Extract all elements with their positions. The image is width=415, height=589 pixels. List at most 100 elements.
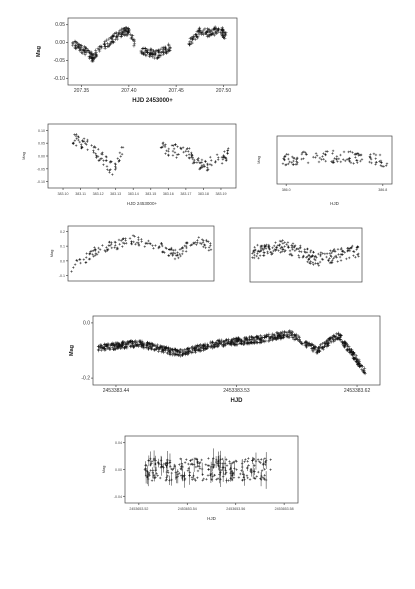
data-point <box>181 146 185 149</box>
data-point <box>329 260 333 264</box>
data-point <box>320 342 324 346</box>
data-point <box>219 340 224 344</box>
data-point <box>342 344 346 348</box>
data-point <box>130 37 134 41</box>
data-point <box>290 244 293 247</box>
data-point <box>134 242 137 246</box>
data-point <box>146 347 150 351</box>
data-point <box>80 146 83 150</box>
data-point <box>182 150 185 154</box>
data-point <box>113 162 117 165</box>
data-point <box>119 239 123 242</box>
data-point <box>165 247 168 250</box>
data-point <box>157 347 161 351</box>
data-point <box>234 340 238 344</box>
data-point <box>170 471 173 475</box>
data-point <box>318 156 322 160</box>
data-point <box>206 344 210 349</box>
data-point <box>305 251 309 254</box>
data-point <box>334 254 338 258</box>
data-point <box>97 148 100 151</box>
data-point <box>253 464 256 467</box>
data-point <box>340 340 345 344</box>
data-point <box>209 248 213 251</box>
data-point <box>244 458 247 461</box>
data-point <box>247 457 250 460</box>
data-point <box>186 469 190 472</box>
data-point <box>186 348 190 352</box>
data-point <box>122 30 126 34</box>
data-point <box>318 344 322 348</box>
data-point <box>230 478 234 482</box>
data-point <box>236 337 241 341</box>
data-point <box>94 146 97 149</box>
data-point <box>167 254 171 258</box>
data-point <box>214 159 217 163</box>
data-point <box>88 54 92 58</box>
data-point <box>263 246 266 250</box>
data-point <box>369 153 372 156</box>
data-point <box>119 345 123 349</box>
data-point <box>152 457 156 461</box>
data-point <box>131 345 135 349</box>
data-point <box>220 156 224 159</box>
data-point <box>330 337 335 341</box>
x-axis-label: HJD <box>230 398 243 404</box>
data-point <box>103 342 107 347</box>
data-point <box>214 161 217 164</box>
data-point <box>224 338 228 342</box>
data-point <box>143 47 148 51</box>
data-point <box>318 260 322 264</box>
data-point <box>374 161 378 164</box>
data-point <box>110 342 114 346</box>
data-point <box>187 42 192 47</box>
data-point <box>97 47 101 51</box>
data-point <box>379 159 383 163</box>
x-tick-label: 386.0 <box>282 188 291 192</box>
data-point <box>164 143 167 146</box>
data-point <box>293 249 297 253</box>
data-point <box>279 246 282 250</box>
data-point <box>257 249 260 253</box>
data-point <box>108 240 111 244</box>
data-point <box>176 251 179 254</box>
data-point <box>303 340 308 344</box>
data-point <box>149 52 153 57</box>
data-point <box>180 147 183 151</box>
data-point <box>178 463 181 466</box>
data-point <box>166 345 170 350</box>
data-point <box>272 334 277 338</box>
data-point <box>359 363 363 367</box>
data-point <box>178 248 182 251</box>
data-point <box>258 254 262 257</box>
data-point <box>191 347 195 351</box>
data-point <box>293 157 296 160</box>
data-point <box>255 475 259 478</box>
data-point <box>191 37 195 41</box>
data-point <box>78 47 82 51</box>
data-point <box>92 149 95 152</box>
data-point <box>356 152 360 155</box>
data-point <box>81 140 85 143</box>
y-axis-label: Mag <box>49 250 54 258</box>
data-point <box>173 257 177 261</box>
data-point <box>187 153 191 156</box>
data-point <box>342 150 346 154</box>
data-point <box>330 261 334 264</box>
data-point <box>308 254 311 257</box>
data-point <box>273 336 277 340</box>
data-point <box>212 33 216 37</box>
data-point <box>160 46 164 50</box>
data-point <box>96 347 101 351</box>
data-point <box>141 46 145 50</box>
data-point <box>263 468 266 471</box>
data-point <box>300 250 303 254</box>
data-point <box>82 49 87 53</box>
data-point <box>301 256 305 259</box>
data-point <box>216 477 220 480</box>
data-points <box>281 149 389 168</box>
data-point <box>130 242 134 246</box>
data-point <box>158 51 162 55</box>
data-point <box>107 44 111 48</box>
data-point <box>144 464 147 467</box>
